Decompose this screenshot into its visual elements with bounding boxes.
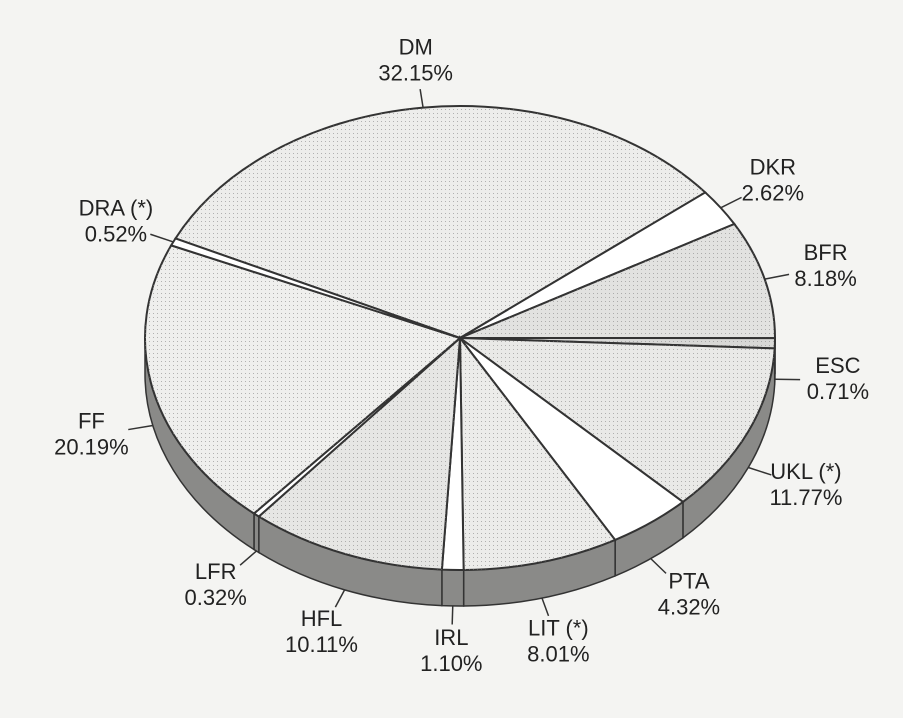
slice-side <box>441 568 465 607</box>
slice-value-label: 10.11% <box>285 632 358 657</box>
slice-value-label: 2.62% <box>742 181 804 206</box>
leader-line <box>128 424 153 431</box>
leader-line <box>451 605 454 625</box>
slice-label: LFR <box>195 559 237 584</box>
slice-label: PTA <box>668 568 709 593</box>
leader-line <box>239 550 257 566</box>
slice-label: DKR <box>750 155 796 180</box>
slice-label: LIT (*) <box>528 616 589 641</box>
slice-value-label: 0.71% <box>807 379 869 404</box>
slice-label: DM <box>399 34 433 59</box>
slice-texture <box>175 106 706 339</box>
slice-value-label: 32.15% <box>378 60 453 85</box>
slice-label: FF <box>78 409 105 434</box>
leader-line <box>764 273 790 280</box>
slice-value-label: 20.19% <box>54 435 129 460</box>
slice-value-label: 0.32% <box>184 585 246 610</box>
slice-label: ESC <box>815 353 860 378</box>
slice-value-label: 4.32% <box>658 594 720 619</box>
slice-texture <box>460 338 775 502</box>
slice-label: IRL <box>434 625 468 650</box>
leader-line <box>541 597 550 617</box>
leader-line <box>150 233 174 243</box>
slice-value-label: 1.10% <box>420 651 482 676</box>
slice-value-label: 8.18% <box>794 266 856 291</box>
pie-tops <box>144 105 777 571</box>
leader-line <box>419 89 424 108</box>
slice <box>169 237 461 339</box>
slice-value-label: 8.01% <box>527 642 589 667</box>
leader-line <box>334 589 346 608</box>
leader-line <box>720 196 742 209</box>
slice-texture <box>258 338 460 570</box>
slice-label: UKL (*) <box>770 459 841 484</box>
slice-texture <box>145 245 461 514</box>
slice-value-label: 11.77% <box>769 485 842 510</box>
slice-texture <box>460 338 616 570</box>
slice-value-label: 0.52% <box>85 222 147 247</box>
slice-label: BFR <box>804 240 848 265</box>
slice-texture <box>460 224 775 339</box>
slice-label: DRA (*) <box>79 196 154 221</box>
leader-line <box>650 558 667 574</box>
leader-line <box>748 466 772 476</box>
slice-label: HFL <box>301 606 343 631</box>
